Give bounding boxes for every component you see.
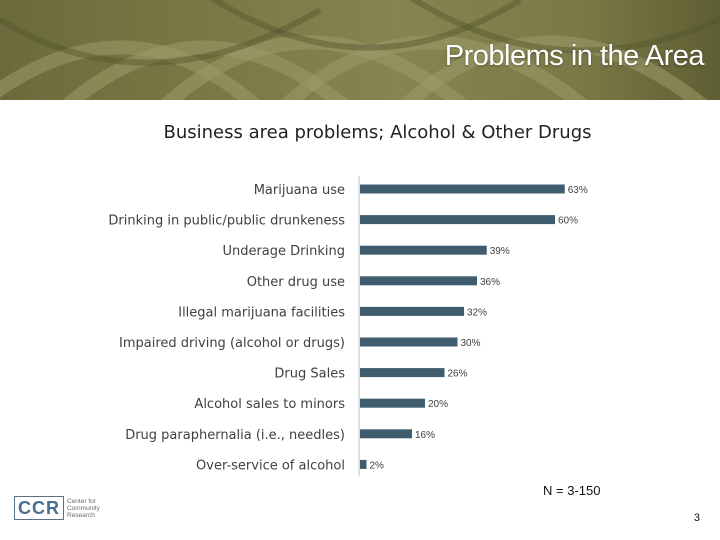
category-label: Marijuana use bbox=[254, 183, 345, 198]
category-label: Impaired driving (alcohol or drugs) bbox=[119, 336, 345, 351]
logo-text: Center for Community Research bbox=[67, 498, 100, 519]
bar bbox=[360, 429, 412, 439]
data-label: 30% bbox=[461, 338, 481, 349]
bar-chart: Marijuana use 63% Drinking in public/publi… bbox=[108, 176, 588, 477]
category-label: Over-service of alcohol bbox=[196, 458, 345, 473]
logo-line-3: Research bbox=[67, 511, 95, 519]
data-label: 32% bbox=[467, 307, 487, 318]
data-label: 26% bbox=[448, 369, 468, 380]
bar bbox=[360, 398, 425, 408]
header-banner: Problems in the Area bbox=[0, 0, 720, 100]
ccr-logo: CCR Center for Community Research bbox=[14, 495, 100, 521]
bar bbox=[360, 184, 565, 194]
category-label: Drinking in public/public drunkeness bbox=[108, 214, 345, 229]
data-label: 20% bbox=[428, 399, 448, 410]
page-title: Problems in the Area bbox=[444, 40, 705, 72]
header-pattern bbox=[0, 0, 720, 100]
page-number: 3 bbox=[693, 512, 700, 524]
data-label: 16% bbox=[415, 430, 435, 441]
bar bbox=[360, 276, 477, 286]
logo-line-2: Community bbox=[67, 504, 100, 512]
category-label: Illegal marijuana facilities bbox=[178, 305, 345, 320]
bar bbox=[360, 245, 487, 255]
logo-abbr: CCR bbox=[14, 496, 64, 520]
bar bbox=[360, 337, 458, 347]
data-label: 63% bbox=[568, 185, 588, 196]
category-label: Alcohol sales to minors bbox=[194, 397, 345, 412]
logo-line-1: Center for bbox=[67, 497, 96, 505]
category-label: Drug paraphernalia (i.e., needles) bbox=[125, 428, 345, 443]
data-label: 36% bbox=[480, 277, 500, 288]
data-label: 60% bbox=[558, 216, 578, 227]
data-label: 39% bbox=[490, 246, 510, 257]
chart-title: Business area problems; Alcohol & Other … bbox=[163, 122, 592, 143]
data-label: 2% bbox=[370, 460, 385, 471]
sample-size-note: N = 3-150 bbox=[543, 483, 601, 498]
category-label: Underage Drinking bbox=[222, 244, 345, 259]
bar bbox=[360, 368, 445, 378]
bar bbox=[360, 215, 555, 225]
bar bbox=[360, 459, 367, 469]
bar bbox=[360, 306, 464, 316]
category-label: Other drug use bbox=[247, 275, 345, 290]
category-label: Drug Sales bbox=[274, 367, 345, 382]
